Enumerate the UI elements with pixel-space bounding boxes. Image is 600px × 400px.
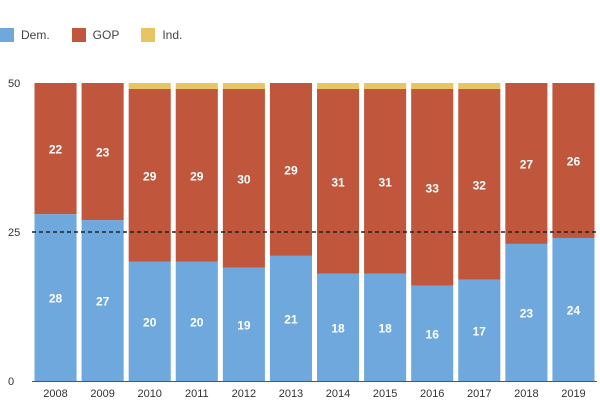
bar-dem-2010 bbox=[128, 261, 171, 381]
bar-gop-2015 bbox=[364, 88, 407, 274]
y-tick-label-50: 50 bbox=[8, 78, 20, 90]
legend-swatch-gop bbox=[71, 28, 86, 42]
bar-label-gop-2014: 31 bbox=[331, 175, 345, 189]
bar-label-dem-2010: 20 bbox=[143, 315, 157, 329]
bar-label-dem-2017: 17 bbox=[473, 324, 487, 338]
bar-label-dem-2013: 21 bbox=[284, 312, 298, 326]
x-tick-label-2011: 2011 bbox=[185, 388, 209, 400]
bar-label-gop-2019: 26 bbox=[567, 154, 581, 168]
legend-swatch-ind bbox=[141, 28, 156, 42]
bar-dem-2008 bbox=[34, 214, 77, 381]
bar-gop-2010 bbox=[128, 88, 171, 262]
bar-ind-2016 bbox=[411, 83, 454, 89]
bar-gop-2013 bbox=[269, 83, 312, 256]
bar-dem-2019 bbox=[552, 237, 595, 381]
bar-gop-2019 bbox=[552, 83, 595, 238]
bar-label-gop-2008: 22 bbox=[49, 143, 63, 157]
bar-label-gop-2011: 29 bbox=[190, 169, 204, 183]
bar-dem-2017 bbox=[458, 279, 501, 381]
bar-dem-2013 bbox=[269, 255, 312, 381]
bar-label-dem-2008: 28 bbox=[49, 292, 63, 306]
bar-dem-2012 bbox=[222, 267, 265, 381]
bar-dem-2015 bbox=[364, 273, 407, 381]
bar-label-dem-2018: 23 bbox=[520, 306, 534, 320]
bar-ind-2015 bbox=[364, 83, 407, 89]
x-tick-label-2019: 2019 bbox=[561, 388, 585, 400]
bar-dem-2009 bbox=[81, 220, 124, 381]
x-tick-label-2013: 2013 bbox=[279, 388, 303, 400]
bar-label-dem-2016: 16 bbox=[426, 327, 440, 341]
legend-item-dem: Dem. bbox=[0, 28, 50, 42]
bar-label-dem-2012: 19 bbox=[237, 318, 251, 332]
bar-gop-2008 bbox=[34, 83, 77, 215]
x-tick-label-2014: 2014 bbox=[326, 388, 350, 400]
bar-label-gop-2015: 31 bbox=[378, 175, 392, 189]
x-tick-label-2010: 2010 bbox=[137, 388, 161, 400]
bar-gop-2016 bbox=[411, 88, 454, 286]
y-tick-label-0: 0 bbox=[8, 376, 14, 388]
legend-item-gop: GOP bbox=[71, 28, 120, 42]
legend-label-ind: Ind. bbox=[162, 28, 183, 42]
legend-swatch-dem bbox=[0, 28, 14, 42]
bar-gop-2017 bbox=[458, 88, 501, 280]
bar-dem-2018 bbox=[505, 243, 548, 381]
legend-label-gop: GOP bbox=[92, 28, 120, 42]
bar-label-gop-2017: 32 bbox=[473, 178, 487, 192]
bar-label-gop-2013: 29 bbox=[284, 163, 298, 177]
bar-label-dem-2014: 18 bbox=[331, 321, 345, 335]
x-tick-label-2015: 2015 bbox=[373, 388, 397, 400]
bar-label-dem-2015: 18 bbox=[378, 321, 392, 335]
bar-gop-2011 bbox=[175, 88, 218, 262]
bar-gop-2014 bbox=[317, 88, 360, 274]
x-tick-label-2009: 2009 bbox=[90, 388, 114, 400]
bar-ind-2017 bbox=[458, 83, 501, 89]
bar-ind-2011 bbox=[175, 83, 218, 89]
bar-label-gop-2012: 30 bbox=[237, 172, 251, 186]
x-tick-label-2018: 2018 bbox=[514, 388, 538, 400]
x-tick-label-2016: 2016 bbox=[420, 388, 444, 400]
bar-gop-2018 bbox=[505, 83, 548, 244]
bar-gop-2012 bbox=[222, 88, 265, 268]
bar-dem-2014 bbox=[317, 273, 360, 381]
bar-label-gop-2009: 23 bbox=[96, 146, 110, 160]
bar-gop-2009 bbox=[81, 83, 124, 221]
bar-ind-2010 bbox=[128, 83, 171, 89]
x-tick-label-2008: 2008 bbox=[43, 388, 67, 400]
bar-label-gop-2016: 33 bbox=[426, 181, 440, 195]
bar-ind-2012 bbox=[222, 83, 265, 89]
legend-item-ind: Ind. bbox=[141, 28, 182, 42]
x-tick-label-2017: 2017 bbox=[467, 388, 491, 400]
x-tick-label-2012: 2012 bbox=[232, 388, 256, 400]
bar-dem-2016 bbox=[411, 285, 454, 381]
bar-label-dem-2009: 27 bbox=[96, 295, 110, 309]
y-tick-label-25: 25 bbox=[8, 227, 20, 239]
bar-dem-2011 bbox=[175, 261, 218, 381]
legend-label-dem: Dem. bbox=[21, 28, 50, 42]
bar-label-dem-2011: 20 bbox=[190, 315, 204, 329]
bar-label-gop-2010: 29 bbox=[143, 169, 157, 183]
bar-label-gop-2018: 27 bbox=[520, 157, 534, 171]
bar-label-dem-2019: 24 bbox=[567, 303, 581, 317]
bar-ind-2014 bbox=[317, 83, 360, 89]
chart-legend: Dem. GOP Ind. bbox=[0, 28, 204, 42]
